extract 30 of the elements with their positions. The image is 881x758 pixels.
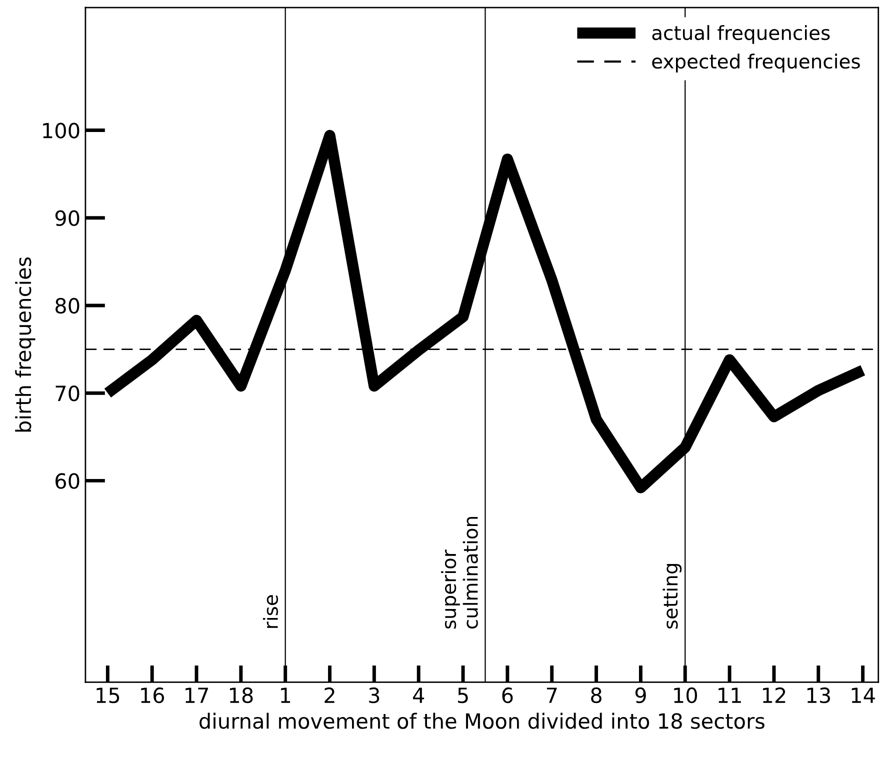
x-tick-label: 17 — [186, 688, 208, 703]
x-tick-label: 6 — [502, 687, 513, 704]
x-tick-label: 18 — [230, 687, 253, 704]
x-tick-label: 2 — [324, 687, 334, 703]
x-tick-label: 5 — [458, 688, 468, 704]
y-tick-label: 60 — [56, 473, 80, 489]
annotation: superior culmination — [441, 517, 478, 629]
x-tick-label: 13 — [807, 687, 830, 704]
y-tick-label: 80 — [56, 298, 80, 314]
y-tick-label: 100 — [43, 122, 80, 138]
x-axis-title: diurnal movement of the Moon divided into 18 sectors — [200, 712, 764, 729]
y-axis-title: birth frequencies — [15, 257, 36, 432]
x-tick-label: 9 — [635, 687, 646, 704]
x-tick-label: 11 — [718, 688, 741, 703]
x-tick-label: 8 — [591, 687, 602, 704]
legend-label: expected frequencies — [652, 54, 860, 72]
x-tick-label: 12 — [763, 687, 786, 703]
legend-label: actual frequencies — [652, 25, 830, 44]
ref-line-label: setting — [662, 564, 682, 629]
x-tick-label: 10 — [674, 687, 697, 704]
x-tick-label: 3 — [369, 687, 380, 704]
y-tick-label: 90 — [55, 210, 80, 226]
x-tick-label: 14 — [852, 688, 875, 703]
x-tick-label: 15 — [96, 688, 120, 704]
x-tick-label: 16 — [141, 687, 164, 704]
y-tick-label: 70 — [56, 386, 80, 402]
x-tick-label: 7 — [546, 688, 557, 703]
x-tick-label: 1 — [281, 688, 290, 703]
ref-line-label: rise — [262, 595, 278, 628]
x-tick-label: 4 — [413, 688, 424, 703]
